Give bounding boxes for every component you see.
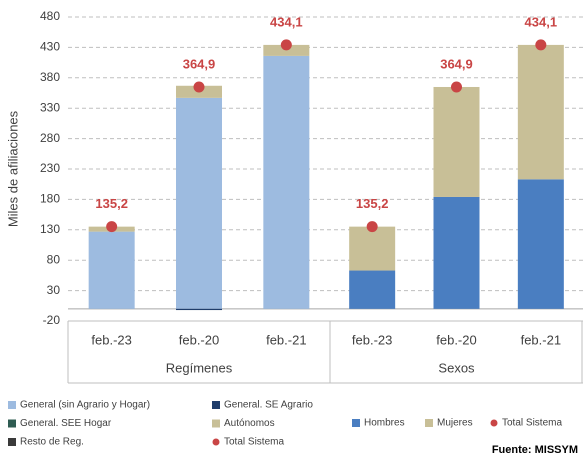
legend-marker bbox=[425, 419, 433, 427]
y-tick-label: 430 bbox=[40, 40, 60, 54]
total-point bbox=[366, 221, 378, 233]
data-label: 434,1 bbox=[525, 14, 558, 29]
total-point bbox=[535, 39, 547, 51]
y-tick-label: 330 bbox=[40, 100, 60, 114]
group-label: Sexos bbox=[438, 360, 475, 375]
bar-segment bbox=[517, 44, 564, 180]
data-label: 135,2 bbox=[95, 196, 128, 211]
y-tick-label: 30 bbox=[47, 283, 61, 297]
y-tick-label: 380 bbox=[40, 70, 60, 84]
legend-label: Total Sistema bbox=[502, 418, 562, 429]
legend-marker bbox=[212, 438, 220, 446]
y-axis-label: Miles de afiliaciones bbox=[5, 110, 20, 227]
x-tick-label: feb.-20 bbox=[179, 332, 219, 347]
x-tick-label: feb.-20 bbox=[436, 332, 476, 347]
legend-label: Mujeres bbox=[437, 418, 473, 429]
group-label: Regímenes bbox=[166, 360, 233, 375]
legend-label: Hombres bbox=[364, 418, 405, 429]
legend-marker bbox=[352, 419, 360, 427]
legend-label: Total Sistema bbox=[224, 437, 284, 448]
bar-segment bbox=[176, 97, 222, 309]
legend-marker bbox=[212, 401, 220, 409]
bar-segment bbox=[88, 231, 135, 309]
legend-marker bbox=[8, 401, 16, 409]
total-point bbox=[106, 221, 118, 233]
total-point bbox=[280, 39, 292, 51]
legend-label: General (sin Agrario y Hogar) bbox=[20, 400, 150, 411]
y-tick-label: 80 bbox=[47, 252, 61, 266]
y-tick-label: 180 bbox=[40, 192, 60, 206]
x-tick-label: feb.-21 bbox=[266, 332, 306, 347]
bar-segment bbox=[176, 308, 222, 311]
bar-segment bbox=[263, 44, 310, 56]
source: Fuente: MISSYM bbox=[492, 444, 578, 456]
bar-segment bbox=[349, 270, 396, 309]
legend-label: Autónomos bbox=[224, 418, 275, 429]
x-tick-label: feb.-23 bbox=[352, 332, 392, 347]
legend-marker bbox=[8, 438, 16, 446]
y-tick-label: 230 bbox=[40, 161, 60, 175]
data-label: 135,2 bbox=[356, 196, 389, 211]
total-point bbox=[451, 81, 462, 93]
y-tick-label: 480 bbox=[40, 9, 60, 23]
bar-segment bbox=[517, 179, 564, 309]
bar-segment bbox=[349, 226, 396, 271]
legend-label: General. SE Agrario bbox=[224, 400, 313, 411]
bar-segment bbox=[433, 86, 480, 197]
y-tick-label: 130 bbox=[40, 222, 60, 236]
legend-marker bbox=[212, 419, 220, 428]
bar-segment bbox=[263, 55, 310, 309]
legend-label: Resto de Reg. bbox=[20, 437, 84, 448]
data-label: 364,9 bbox=[440, 56, 473, 71]
y-tick-label: 280 bbox=[40, 131, 60, 145]
x-tick-label: feb.-21 bbox=[521, 332, 561, 347]
legend-marker bbox=[490, 419, 498, 427]
legend-label: General. SEE Hogar bbox=[20, 418, 112, 429]
data-label: 364,9 bbox=[183, 56, 216, 71]
y-tick-label: -20 bbox=[43, 313, 61, 327]
bar-segment bbox=[433, 196, 480, 309]
data-label: 434,1 bbox=[270, 14, 303, 29]
total-point bbox=[193, 81, 205, 93]
legend-marker bbox=[8, 419, 16, 428]
x-tick-label: feb.-23 bbox=[91, 332, 131, 347]
